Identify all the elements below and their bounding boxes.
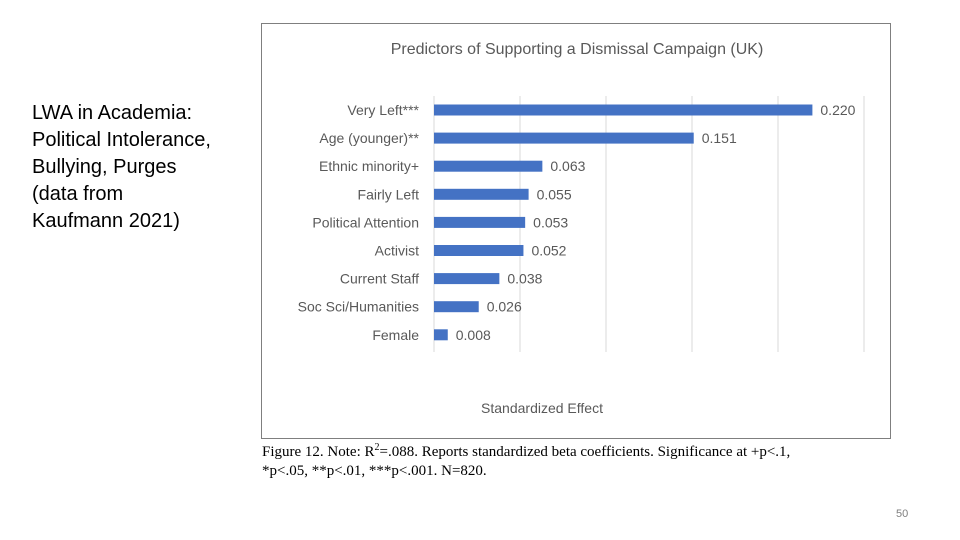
caption-prefix: Figure 12. Note: R [262, 444, 375, 460]
bar [434, 160, 543, 172]
category-label: Ethnic minority+ [319, 158, 419, 174]
bar [434, 329, 448, 341]
figure-caption: Figure 12. Note: R2=.088. Reports standa… [262, 443, 902, 481]
bar [434, 245, 524, 256]
side-title-line: Bullying, Purges [32, 156, 177, 178]
category-label: Very Left*** [347, 102, 419, 118]
bar-chart: Predictors of Supporting a Dismissal Cam… [298, 41, 865, 416]
data-label: 0.026 [487, 299, 522, 315]
bars [434, 104, 813, 341]
side-title-line: (data from [32, 183, 124, 205]
category-label: Political Attention [312, 214, 419, 230]
bar [434, 273, 500, 285]
category-label: Activist [375, 243, 419, 259]
category-label: Current Staff [340, 271, 419, 287]
data-label: 0.052 [531, 243, 566, 259]
data-label: 0.008 [456, 327, 491, 343]
data-label: 0.220 [820, 102, 855, 118]
side-title-line: LWA in Academia: [32, 102, 193, 124]
caption-line-1: Figure 12. Note: R2=.088. Reports standa… [262, 443, 902, 462]
chart-title: Predictors of Supporting a Dismissal Cam… [391, 41, 764, 58]
caption-line-2: *p<.05, **p<.01, ***p<.001. N=820. [262, 463, 487, 479]
caption-superscript: 2 [374, 442, 380, 453]
value-labels: 0.220 0.151 0.063 0.055 0.053 0.052 0.038 0.026… [456, 102, 856, 343]
category-label: Fairly Left [358, 186, 420, 202]
bar [434, 216, 526, 228]
category-label: Female [372, 327, 419, 343]
side-title-line: Kaufmann 2021) [32, 210, 180, 232]
data-label: 0.053 [533, 214, 568, 230]
chart-frame: Predictors of Supporting a Dismissal Cam… [261, 23, 891, 439]
page-number: 50 [896, 508, 909, 520]
data-label: 0.055 [537, 186, 572, 202]
bar [434, 301, 479, 313]
slide-side-title: LWA in Academia: Political Intolerance, … [32, 100, 252, 235]
bar [434, 132, 694, 144]
side-title-line: Political Intolerance, [32, 129, 211, 151]
data-label: 0.151 [702, 130, 737, 146]
category-labels: Very Left*** Age (younger)** Ethnic minori… [298, 102, 420, 343]
bar [434, 104, 813, 116]
category-label: Soc Sci/Humanities [298, 299, 419, 315]
category-label: Age (younger)** [319, 130, 419, 146]
data-label: 0.038 [507, 271, 542, 287]
x-axis-label: Standardized Effect [481, 400, 603, 416]
bar [434, 188, 529, 200]
data-label: 0.063 [550, 158, 585, 174]
caption-rest: =.088. Reports standardized beta coeffic… [379, 444, 791, 460]
